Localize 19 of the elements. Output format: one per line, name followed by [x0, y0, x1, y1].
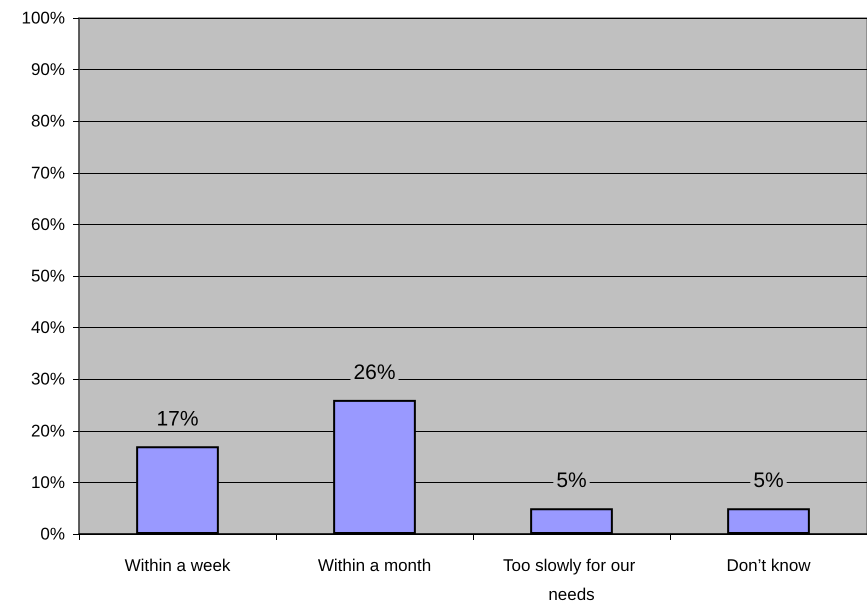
- x-tick-label: Within a month: [318, 556, 432, 575]
- y-tick-label: 10%: [30, 472, 65, 492]
- x-tick-label: Too slowly for our needs: [503, 556, 640, 604]
- y-tick-label: 20%: [30, 421, 65, 440]
- y-tick-label: 90%: [30, 60, 65, 80]
- y-tick-label: 50%: [30, 266, 65, 286]
- y-tick-label: 40%: [30, 318, 65, 338]
- y-tick-label: 70%: [30, 163, 65, 182]
- data-label: 5%: [556, 469, 587, 492]
- y-tick-label: 30%: [30, 370, 65, 389]
- data-label: 26%: [353, 360, 396, 384]
- y-tick-label: 80%: [30, 112, 65, 131]
- x-tick-label: Within a week: [124, 556, 231, 575]
- data-label: 5%: [753, 469, 784, 492]
- y-tick-label: 0%: [40, 524, 65, 544]
- data-label: 17%: [156, 407, 199, 430]
- x-tick-label: Don’t know: [726, 556, 812, 575]
- y-tick-label: 100%: [22, 8, 65, 28]
- y-tick-label: 60%: [30, 214, 65, 234]
